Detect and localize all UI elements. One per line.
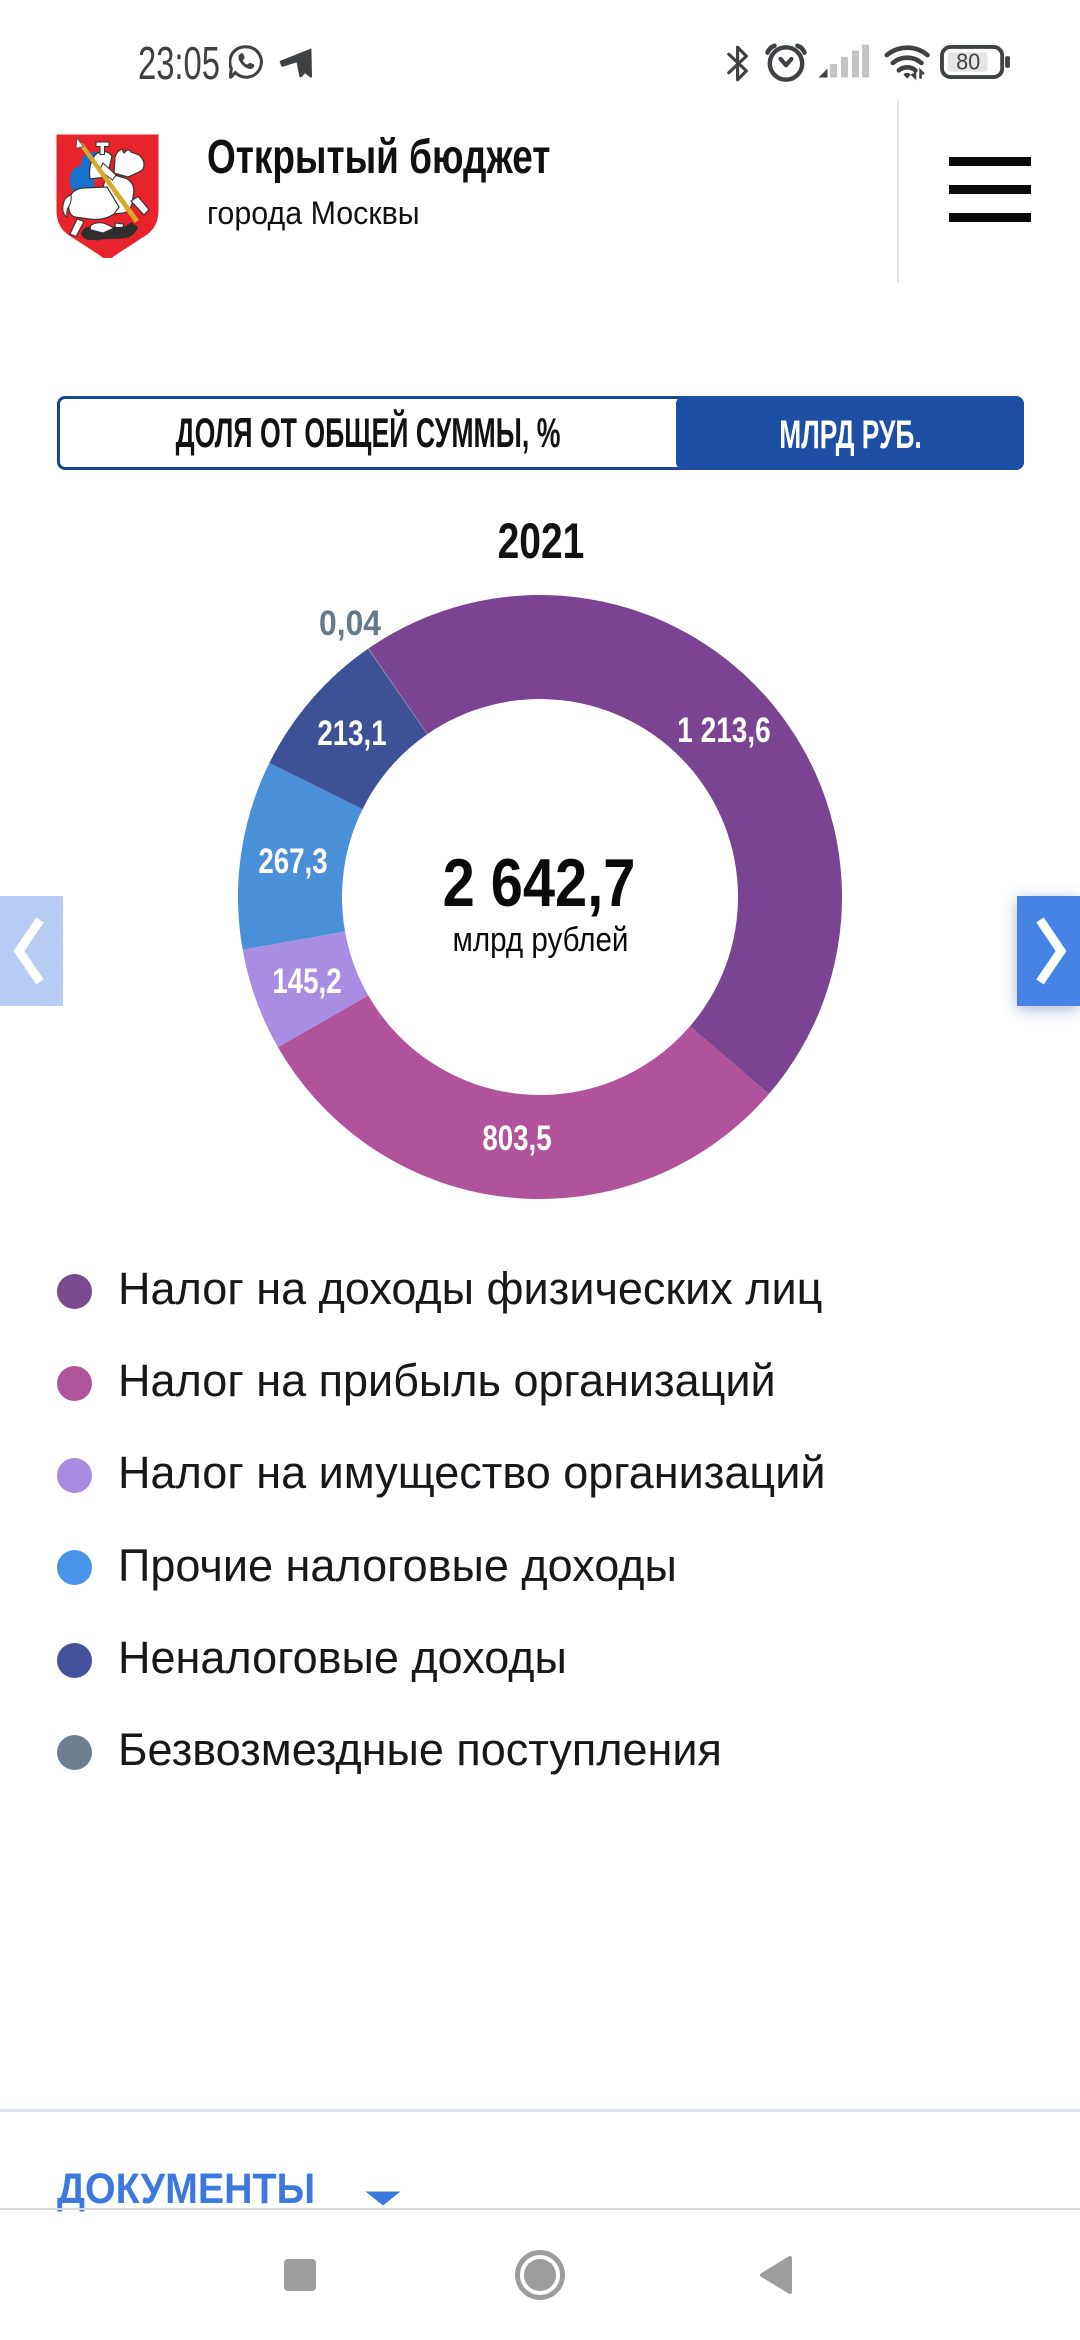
- svg-text:80: 80: [956, 48, 980, 74]
